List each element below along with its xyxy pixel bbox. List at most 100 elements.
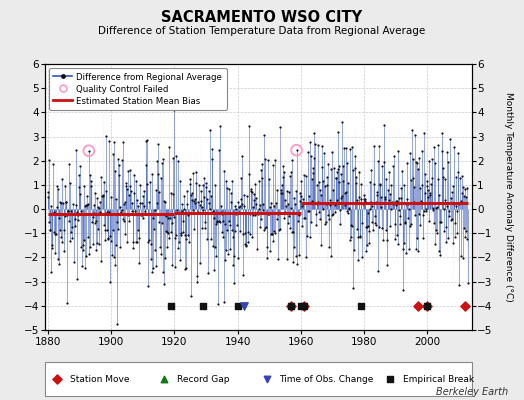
Point xyxy=(196,198,205,204)
Point xyxy=(171,235,180,242)
Point xyxy=(198,203,206,210)
Point xyxy=(403,159,411,166)
Point xyxy=(111,262,119,268)
Point xyxy=(287,303,296,309)
Point xyxy=(226,246,234,252)
Point xyxy=(191,196,199,202)
Point xyxy=(449,182,457,189)
Point xyxy=(82,253,90,259)
Point xyxy=(459,254,467,261)
Point xyxy=(123,239,131,245)
Point xyxy=(307,152,315,159)
Point xyxy=(274,211,282,217)
Point xyxy=(335,179,343,186)
Point xyxy=(313,201,321,207)
Point xyxy=(455,282,464,288)
Point xyxy=(232,211,240,217)
Point xyxy=(108,251,116,258)
Point xyxy=(176,178,184,184)
Point xyxy=(232,206,241,212)
Point xyxy=(244,229,252,236)
Point xyxy=(356,233,364,240)
Point xyxy=(390,236,399,242)
Point xyxy=(429,207,438,213)
Point xyxy=(251,212,259,218)
Point xyxy=(400,182,408,188)
Point xyxy=(116,244,124,250)
Point xyxy=(246,186,255,192)
Point xyxy=(409,199,418,205)
Point xyxy=(373,192,381,198)
Point xyxy=(158,156,167,162)
Point xyxy=(450,144,458,150)
Point xyxy=(255,206,264,213)
Point xyxy=(88,219,96,226)
Point xyxy=(140,208,149,214)
Point xyxy=(279,163,288,169)
Point xyxy=(212,221,221,227)
Point xyxy=(338,193,346,200)
Point xyxy=(366,206,375,212)
Point xyxy=(161,228,170,234)
Point xyxy=(276,124,284,130)
Point xyxy=(121,231,129,237)
Point xyxy=(115,171,124,178)
Point xyxy=(390,200,398,206)
Point xyxy=(209,208,217,214)
Point xyxy=(299,201,307,208)
Point xyxy=(320,221,329,228)
Point xyxy=(324,212,332,218)
Point xyxy=(158,160,166,166)
Point xyxy=(329,187,337,193)
Point xyxy=(460,225,468,231)
Point xyxy=(177,232,185,238)
Point xyxy=(49,208,58,215)
Point xyxy=(263,376,271,382)
Point xyxy=(135,235,144,242)
Point xyxy=(126,166,135,173)
Point xyxy=(346,237,354,243)
Point xyxy=(97,174,105,180)
Point xyxy=(78,263,86,270)
Point xyxy=(90,210,99,217)
Point xyxy=(290,195,298,201)
Point xyxy=(358,254,367,260)
Point xyxy=(199,182,207,188)
Point xyxy=(326,166,335,172)
Point xyxy=(336,206,344,213)
Point xyxy=(453,208,462,214)
Point xyxy=(308,176,316,183)
Point xyxy=(385,169,394,175)
Point xyxy=(464,280,472,286)
Point xyxy=(420,207,428,214)
Point xyxy=(160,255,169,261)
Point xyxy=(234,204,243,210)
Point xyxy=(162,213,170,219)
Point xyxy=(172,152,181,159)
Point xyxy=(70,259,78,265)
Point xyxy=(59,200,67,206)
Point xyxy=(74,172,83,178)
Point xyxy=(424,186,432,193)
Point xyxy=(282,203,290,210)
Point xyxy=(107,238,115,244)
Point xyxy=(378,163,387,169)
Point xyxy=(372,222,380,228)
Point xyxy=(273,216,281,222)
Point xyxy=(238,272,247,278)
Point xyxy=(451,220,459,227)
Point xyxy=(258,174,267,181)
Point xyxy=(96,209,104,215)
Point xyxy=(68,234,76,241)
Point xyxy=(463,236,471,242)
Point xyxy=(401,250,410,256)
Point xyxy=(401,218,409,225)
Point xyxy=(216,209,225,216)
Point xyxy=(190,198,198,204)
Point xyxy=(132,239,140,245)
Point xyxy=(167,220,176,226)
Point xyxy=(169,191,178,198)
Point xyxy=(297,193,305,200)
Point xyxy=(275,227,283,234)
Point xyxy=(444,158,453,165)
